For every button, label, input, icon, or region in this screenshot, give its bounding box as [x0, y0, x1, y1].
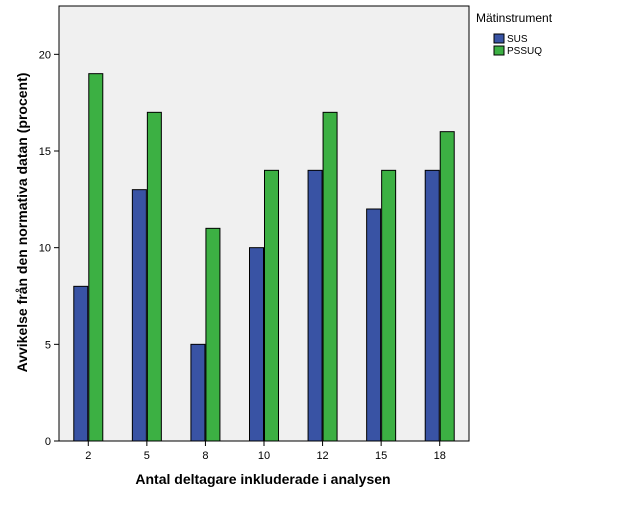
bars-group	[73, 73, 455, 442]
legend-label-sus: SUS	[507, 34, 528, 45]
bar-sus-10	[249, 247, 264, 442]
y-axis: 0 5 10 15 20	[39, 49, 59, 448]
x-tick-label: 5	[144, 450, 150, 462]
legend-label-pssuq: PSSUQ	[507, 46, 542, 57]
legend-title: Mätinstrument	[476, 11, 553, 25]
y-axis-label: Avvikelse från den normativa datan (proc…	[14, 73, 30, 373]
bar-pssuq-8	[205, 227, 221, 442]
y-tick-label: 15	[39, 146, 51, 158]
legend-swatch-sus	[493, 33, 505, 44]
bar-pssuq-10	[264, 169, 279, 442]
y-tick-label: 0	[45, 436, 51, 448]
x-tick-label: 2	[85, 450, 91, 462]
x-axis: 2 5 8 10 12 15 18	[85, 441, 446, 462]
y-tick-label: 20	[39, 49, 51, 61]
bar-pssuq-2	[88, 73, 104, 442]
bar-sus-15	[366, 208, 382, 442]
bar-sus-8	[190, 343, 206, 442]
legend-swatch-pssuq	[493, 45, 505, 56]
x-tick-label: 15	[375, 450, 387, 462]
x-tick-label: 8	[202, 450, 208, 462]
bar-sus-2	[73, 285, 89, 442]
bar-pssuq-18	[439, 131, 455, 442]
bar-pssuq-15	[381, 169, 397, 442]
bar-pssuq-5	[146, 111, 162, 442]
bar-pssuq-12	[322, 111, 338, 442]
y-tick-label: 5	[45, 339, 51, 351]
bar-sus-18	[424, 169, 440, 442]
bar-sus-5	[131, 189, 147, 442]
x-tick-label: 12	[316, 450, 328, 462]
x-tick-label: 10	[258, 450, 270, 462]
y-tick-label: 10	[39, 243, 51, 255]
bar-sus-12	[307, 169, 323, 442]
x-axis-label: Antal deltagare inkluderade i analysen	[135, 471, 390, 487]
x-tick-label: 18	[434, 450, 446, 462]
